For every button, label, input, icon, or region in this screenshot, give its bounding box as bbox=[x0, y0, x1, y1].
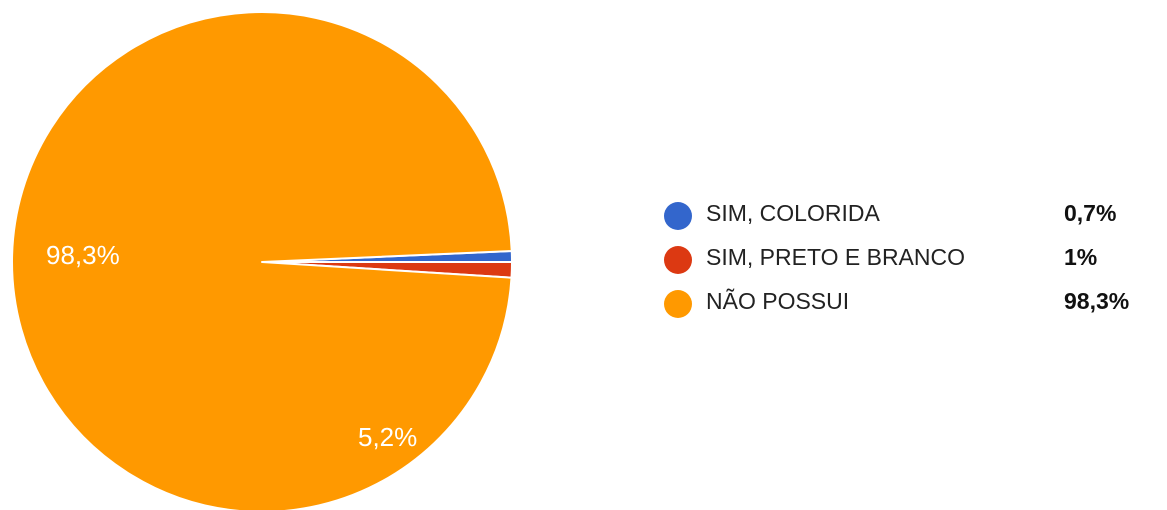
pie-slices bbox=[11, 11, 513, 510]
legend-label: SIM, PRETO E BRANCO bbox=[706, 244, 966, 270]
legend-value: 1% bbox=[1064, 244, 1098, 270]
legend-swatch-nao-possui bbox=[664, 290, 692, 318]
legend-item-nao-possui[interactable]: NÃO POSSUI 98,3% bbox=[664, 284, 1164, 328]
slice-label-secondary: 5,2% bbox=[358, 422, 417, 452]
legend-value: 0,7% bbox=[1064, 200, 1117, 226]
legend-item-sim-preto-e-branco[interactable]: SIM, PRETO E BRANCO 1% bbox=[664, 240, 1164, 284]
pie-slice-não-possui[interactable] bbox=[11, 11, 513, 510]
legend-label: NÃO POSSUI bbox=[706, 288, 850, 314]
legend-swatch-sim-colorida bbox=[664, 202, 692, 230]
legend-swatch-sim-preto-e-branco bbox=[664, 246, 692, 274]
legend-label: SIM, COLORIDA bbox=[706, 200, 880, 226]
legend-value: 98,3% bbox=[1064, 288, 1130, 314]
legend-item-sim-colorida[interactable]: SIM, COLORIDA 0,7% bbox=[664, 196, 1164, 240]
slice-label-nao-possui: 98,3% bbox=[46, 240, 120, 270]
legend: SIM, COLORIDA 0,7% SIM, PRETO E BRANCO 1… bbox=[664, 196, 1164, 328]
